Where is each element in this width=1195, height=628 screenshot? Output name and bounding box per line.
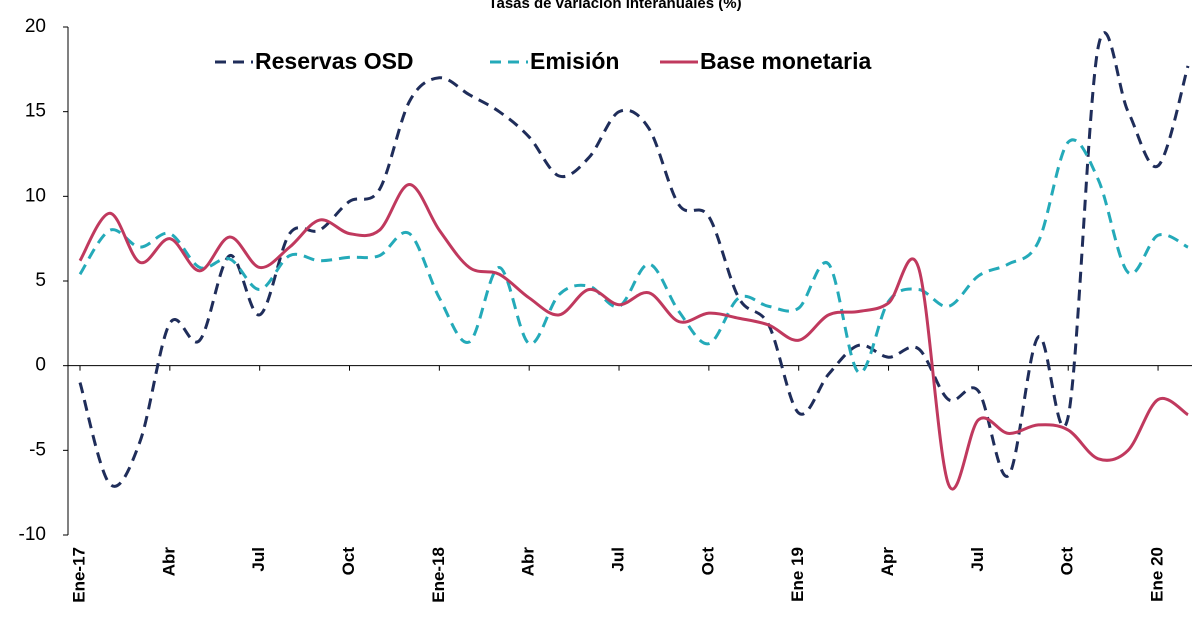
x-tick-label: Abr <box>519 547 538 577</box>
x-tick-label: Oct <box>339 547 358 576</box>
series-line <box>78 182 1189 491</box>
y-tick-label: -10 <box>19 524 46 545</box>
x-tick-label: Ene 20 <box>1148 547 1167 602</box>
x-tick-label: Apr <box>878 547 897 577</box>
y-tick-label: 20 <box>25 16 46 37</box>
x-tick-label: Oct <box>698 547 717 576</box>
y-tick-label: 5 <box>35 270 46 291</box>
legend-label: Emisión <box>530 48 619 74</box>
y-tick-label: 15 <box>25 101 46 122</box>
x-tick-label: Oct <box>1058 547 1077 576</box>
x-tick-label: Jul <box>968 547 987 572</box>
legend-label: Reservas OSD <box>255 48 414 74</box>
series-line <box>78 31 1190 488</box>
y-tick-label: -5 <box>29 439 46 460</box>
x-tick-label: Ene 19 <box>788 547 807 602</box>
y-tick-label: 0 <box>35 355 46 376</box>
legend-label: Base monetaria <box>700 48 872 74</box>
series-line <box>78 138 1189 374</box>
x-tick-label: Jul <box>609 547 628 572</box>
x-tick-label: Abr <box>159 547 178 577</box>
chart-title: Tasas de variación interanuales (%) <box>488 0 741 12</box>
x-tick-label: Ene-17 <box>69 547 88 603</box>
x-tick-label: Jul <box>249 547 268 572</box>
x-tick-label: Ene-18 <box>429 547 448 603</box>
y-tick-label: 10 <box>25 185 46 206</box>
